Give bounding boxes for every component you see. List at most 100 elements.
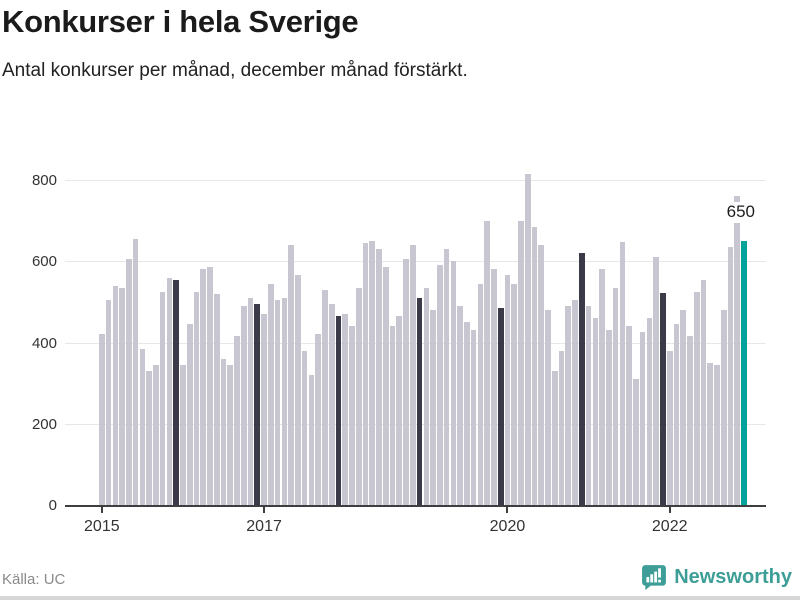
- bar-jan-2016: [180, 364, 186, 505]
- bar-maj-2020: [531, 226, 538, 505]
- brand-name: Newsworthy: [674, 565, 792, 588]
- bar-okt-2017: [322, 289, 328, 505]
- x-axis-line: [65, 505, 766, 507]
- x-axis-tick-2022: [668, 507, 671, 513]
- bar-sep-2016: [234, 336, 240, 505]
- bar-aug-2019: [470, 330, 477, 505]
- bar-jun-2019: [457, 305, 463, 505]
- brand-logo: Newsworthy: [641, 563, 792, 591]
- bar-dec-2021: [660, 292, 666, 505]
- bar-nov-2018: [409, 245, 416, 505]
- bar-apr-2021: [606, 330, 612, 505]
- bar-feb-2015: [105, 299, 112, 505]
- bar-nov-2016: [247, 297, 254, 505]
- bar-mar-2019: [437, 265, 443, 505]
- x-axis-tick-2015: [100, 507, 103, 513]
- bar-jul-2017: [301, 350, 308, 505]
- bar-okt-2018: [403, 259, 409, 505]
- bar-dec-2019: [497, 307, 504, 505]
- bar-nov-2017: [328, 303, 335, 505]
- bar-jun-2022: [700, 279, 707, 505]
- bar-apr-2017: [281, 297, 288, 505]
- x-axis-label-2020: 2020: [489, 518, 526, 535]
- x-axis-tick-2020: [506, 507, 509, 513]
- x-axis-label-2022: 2022: [651, 518, 688, 535]
- bar-okt-2020: [565, 305, 572, 505]
- bar-dec-2015: [173, 279, 180, 505]
- bar-mar-2018: [355, 287, 362, 505]
- y-axis-label-800: 800: [31, 172, 57, 189]
- bar-aug-2020: [551, 370, 558, 505]
- bar-sep-2017: [315, 334, 321, 505]
- bar-dec-2022-highlight: [741, 240, 747, 505]
- bar-jul-2019: [464, 322, 470, 505]
- bar-apr-2016: [200, 269, 207, 505]
- bar-nov-2021: [653, 257, 659, 505]
- bar-feb-2022: [673, 324, 680, 505]
- y-axis-label-200: 200: [31, 415, 57, 433]
- bar-sep-2020: [558, 350, 565, 505]
- bar-sep-2015: [153, 364, 159, 505]
- bar-apr-2019: [443, 249, 450, 505]
- bar-okt-2016: [240, 305, 247, 505]
- bar-nov-2020: [572, 299, 578, 505]
- bar-maj-2016: [207, 267, 213, 505]
- bar-apr-2022: [687, 336, 693, 505]
- newsworthy-logo-icon: [641, 564, 667, 590]
- bar-okt-2019: [484, 220, 490, 505]
- bar-jun-2016: [213, 293, 220, 505]
- bar-jul-2022: [707, 362, 714, 505]
- page-subtitle: Antal konkurser per månad, december måna…: [2, 60, 468, 81]
- bar-feb-2021: [592, 318, 599, 505]
- bar-apr-2015: [119, 287, 125, 505]
- bar-jun-2020: [538, 245, 545, 505]
- bar-aug-2017: [308, 375, 315, 505]
- bar-jul-2018: [382, 267, 389, 505]
- bar-aug-2015: [146, 370, 152, 505]
- bar-mar-2021: [599, 269, 605, 505]
- x-axis-label-2017: 2017: [246, 518, 282, 535]
- bar-sep-2018: [396, 316, 403, 505]
- x-axis-label-2015: 2015: [84, 518, 120, 535]
- bar-mar-2016: [193, 291, 200, 505]
- bar-dec-2017: [335, 316, 342, 505]
- bar-feb-2016: [186, 324, 193, 505]
- bar-mar-2022: [680, 310, 687, 505]
- bar-jul-2020: [545, 310, 551, 505]
- bar-dec-2020: [578, 253, 585, 505]
- bar-jan-2022: [666, 350, 673, 505]
- bar-aug-2021: [633, 379, 639, 505]
- bar-jan-2020: [504, 275, 511, 505]
- y-axis-label-600: 600: [31, 253, 57, 271]
- bar-jan-2017: [261, 314, 267, 505]
- bottom-divider-strip: [0, 596, 800, 600]
- bar-okt-2015: [159, 291, 166, 505]
- gridline-800: [65, 180, 766, 181]
- bar-jun-2018: [376, 249, 382, 505]
- bar-maj-2022: [693, 291, 700, 505]
- bar-nov-2019: [491, 269, 497, 505]
- bar-apr-2018: [362, 242, 369, 505]
- bar-jul-2015: [139, 348, 146, 505]
- bar-okt-2021: [646, 318, 653, 505]
- bar-maj-2021: [612, 287, 619, 505]
- bar-dec-2016: [254, 303, 261, 505]
- bar-aug-2018: [389, 326, 396, 505]
- bar-jun-2017: [295, 275, 301, 505]
- bar-maj-2015: [126, 259, 132, 505]
- bar-mar-2017: [274, 299, 281, 505]
- page-title: Konkurser i hela Sverige: [2, 4, 359, 39]
- bar-jul-2021: [626, 326, 632, 505]
- bar-jan-2019: [423, 287, 430, 505]
- y-axis-label-400: 400: [31, 334, 57, 352]
- bar-nov-2015: [166, 277, 173, 505]
- bar-maj-2019: [450, 261, 457, 505]
- bar-sep-2019: [477, 283, 484, 505]
- bar-mar-2015: [112, 285, 119, 505]
- y-axis-label-0: 0: [48, 497, 57, 514]
- bar-apr-2020: [524, 173, 531, 505]
- bar-okt-2022: [727, 247, 734, 505]
- bar-maj-2017: [288, 245, 294, 505]
- source-caption: Källa: UC: [2, 571, 66, 588]
